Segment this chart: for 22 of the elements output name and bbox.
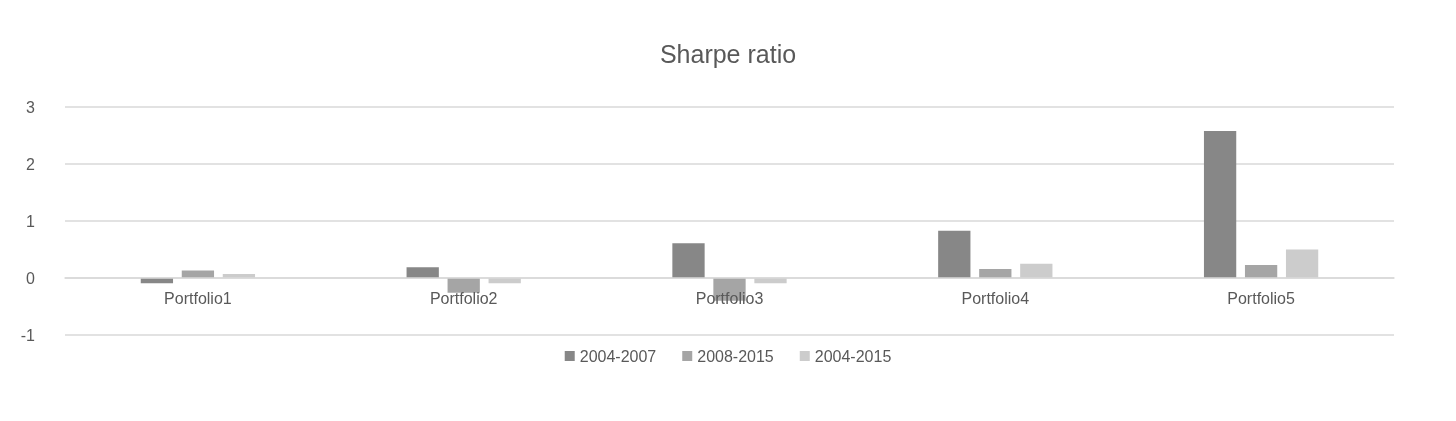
y-tick-label: -1: [20, 326, 36, 344]
y-tick-label: 1: [26, 212, 36, 230]
bar: [672, 243, 705, 278]
bar: [1203, 130, 1237, 278]
legend-label: 2008-2015: [697, 347, 774, 365]
y-tick-label: 3: [26, 98, 36, 116]
x-tick-label: Portfolio4: [961, 289, 1030, 307]
x-tick-label: Portfolio3: [695, 289, 764, 307]
x-tick-label: Portfolio1: [164, 289, 232, 307]
y-tick-label: 2: [26, 155, 36, 173]
bar: [938, 230, 971, 278]
x-tick-label: Portfolio2: [429, 289, 498, 307]
bar: [1020, 263, 1053, 278]
bar: [447, 278, 480, 293]
legend-label: 2004-2007: [579, 347, 657, 365]
bar: [1285, 249, 1319, 278]
legend-label: 2004-2015: [814, 347, 892, 365]
bar: [406, 267, 439, 278]
y-tick-label: 0: [26, 269, 36, 287]
bar: [1244, 264, 1278, 278]
x-tick-label: Portfolio5: [1227, 289, 1295, 307]
chart-title: Sharpe ratio: [659, 39, 797, 68]
